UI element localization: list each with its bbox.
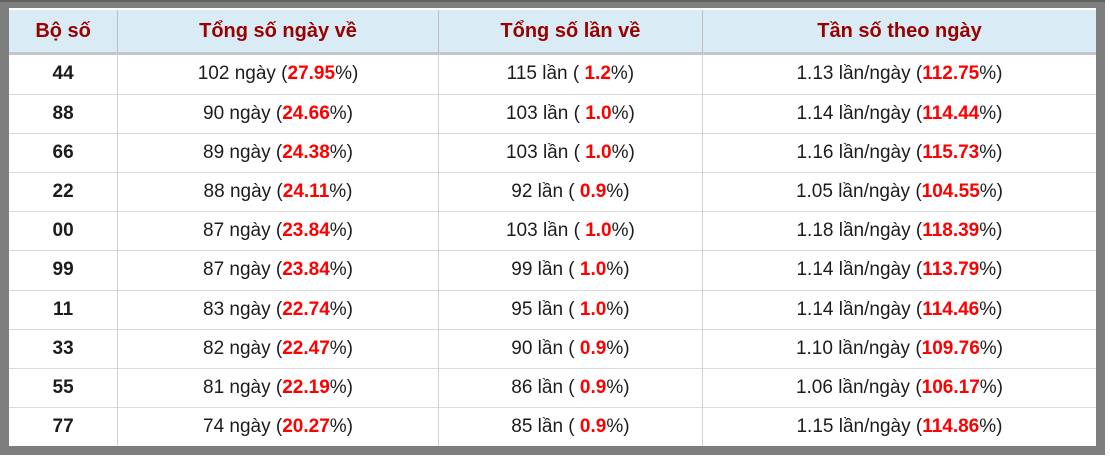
table-row: 33 82 ngày (22.47%) 90 lần ( 0.9%) 1.10 … [9, 328, 1096, 369]
table-row: 11 83 ngày (22.74%) 95 lần ( 1.0%) 1.14 … [9, 289, 1096, 330]
cell-daily-frequency: 1.14 lần/ngày (113.79%) [701, 250, 1096, 291]
cell-total-times: 95 lần ( 1.0%) [437, 289, 703, 330]
cell-daily-frequency: 1.14 lần/ngày (114.46%) [701, 289, 1096, 330]
cell-pair-number: 99 [9, 250, 118, 291]
table-row: 55 81 ngày (22.19%) 86 lần ( 0.9%) 1.06 … [9, 367, 1096, 408]
cell-total-times: 115 lần ( 1.2%) [437, 53, 703, 95]
days-percent-value: 27.95 [287, 63, 336, 85]
cell-daily-frequency: 1.13 lần/ngày (112.75%) [701, 53, 1096, 95]
days-percent-value: 24.11 [282, 181, 330, 203]
cell-pair-number: 88 [9, 93, 118, 134]
times-percent-value: 0.9 [579, 415, 607, 437]
table-row: 88 90 ngày (24.66%) 103 lần ( 1.0%) 1.14… [9, 93, 1096, 134]
days-percent-value: 20.27 [282, 415, 330, 437]
cell-total-times: 86 lần ( 0.9%) [437, 367, 703, 408]
times-percent-value: 1.0 [579, 298, 607, 320]
times-percent-value: 0.9 [579, 337, 607, 359]
frequency-percent-value: 106.17 [921, 376, 980, 398]
table-row: 66 89 ngày (24.38%) 103 lần ( 1.0%) 1.16… [9, 132, 1096, 173]
cell-daily-frequency: 1.15 lần/ngày (114.86%) [701, 406, 1096, 446]
cell-total-times: 99 lần ( 1.0%) [437, 250, 703, 291]
col-header-total-times: Tổng số lần về [437, 10, 703, 55]
times-percent-value: 1.0 [585, 141, 612, 163]
times-percent-value: 1.0 [585, 102, 612, 124]
table-row: 00 87 ngày (23.84%) 103 lần ( 1.0%) 1.18… [9, 211, 1096, 251]
table-row: 22 88 ngày (24.11%) 92 lần ( 0.9%) 1.05 … [9, 172, 1096, 212]
cell-daily-frequency: 1.05 lần/ngày (104.55%) [701, 172, 1096, 212]
table-row: 44 102 ngày (27.95%) 115 lần ( 1.2%) 1.1… [9, 53, 1096, 95]
cell-pair-number: 00 [9, 211, 118, 251]
cell-pair-number: 66 [9, 132, 118, 173]
cell-total-times: 85 lần ( 0.9%) [437, 406, 703, 446]
cell-pair-number: 33 [9, 328, 118, 369]
frequency-percent-value: 114.86 [922, 415, 980, 437]
days-percent-value: 22.19 [282, 376, 330, 398]
days-percent-value: 22.74 [282, 298, 330, 320]
cell-pair-number: 44 [9, 53, 118, 95]
col-header-pair-number: Bộ số [9, 10, 118, 55]
cell-total-days: 88 ngày (24.11%) [117, 172, 439, 212]
frequency-percent-value: 104.55 [921, 181, 980, 203]
cell-daily-frequency: 1.14 lần/ngày (114.44%) [701, 93, 1096, 134]
cell-pair-number: 11 [9, 289, 118, 330]
table-body: 44 102 ngày (27.95%) 115 lần ( 1.2%) 1.1… [9, 53, 1096, 446]
days-percent-value: 23.84 [282, 259, 330, 281]
frequency-percent-value: 115.73 [922, 141, 980, 163]
days-percent-value: 24.66 [282, 102, 330, 124]
days-percent-value: 22.47 [282, 337, 330, 359]
cell-pair-number: 77 [9, 406, 118, 446]
cell-daily-frequency: 1.18 lần/ngày (118.39%) [701, 211, 1096, 251]
table-row: 99 87 ngày (23.84%) 99 lần ( 1.0%) 1.14 … [9, 250, 1096, 291]
cell-total-times: 103 lần ( 1.0%) [437, 93, 703, 134]
cell-daily-frequency: 1.06 lần/ngày (106.17%) [701, 367, 1096, 408]
frequency-percent-value: 113.79 [922, 259, 980, 281]
cell-total-days: 81 ngày (22.19%) [117, 367, 439, 408]
frequency-percent-value: 112.75 [922, 63, 980, 85]
times-percent-value: 0.9 [579, 376, 607, 398]
cell-total-days: 89 ngày (24.38%) [117, 132, 439, 173]
cell-total-days: 74 ngày (20.27%) [117, 406, 439, 446]
cell-daily-frequency: 1.10 lần/ngày (109.76%) [701, 328, 1096, 369]
cell-total-days: 87 ngày (23.84%) [117, 250, 439, 291]
frequency-percent-value: 114.44 [922, 102, 980, 124]
cell-total-times: 92 lần ( 0.9%) [437, 172, 703, 212]
cell-total-days: 87 ngày (23.84%) [117, 211, 439, 251]
header-row: Bộ số Tổng số ngày về Tổng số lần về Tần… [9, 10, 1096, 55]
cell-total-days: 102 ngày (27.95%) [117, 53, 439, 95]
cell-pair-number: 22 [9, 172, 118, 212]
table-row: 77 74 ngày (20.27%) 85 lần ( 0.9%) 1.15 … [9, 406, 1096, 446]
frequency-percent-value: 109.76 [921, 337, 980, 359]
cell-total-times: 90 lần ( 0.9%) [437, 328, 703, 369]
times-percent-value: 0.9 [579, 181, 607, 203]
frequency-percent-value: 114.46 [922, 298, 980, 320]
col-header-total-days: Tổng số ngày về [117, 10, 439, 55]
cell-total-times: 103 lần ( 1.0%) [437, 211, 703, 251]
days-percent-value: 23.84 [282, 220, 330, 242]
cell-daily-frequency: 1.16 lần/ngày (115.73%) [701, 132, 1096, 173]
times-percent-value: 1.0 [585, 220, 612, 242]
cell-total-days: 90 ngày (24.66%) [117, 93, 439, 134]
col-header-daily-frequency: Tần số theo ngày [701, 10, 1096, 55]
frequency-percent-value: 118.39 [922, 220, 980, 242]
days-percent-value: 24.38 [282, 141, 330, 163]
cell-pair-number: 55 [9, 367, 118, 408]
times-percent-value: 1.2 [584, 63, 611, 85]
lottery-stats-table: Bộ số Tổng số ngày về Tổng số lần về Tần… [9, 10, 1096, 446]
times-percent-value: 1.0 [579, 259, 607, 281]
cell-total-times: 103 lần ( 1.0%) [437, 132, 703, 173]
cell-total-days: 83 ngày (22.74%) [117, 289, 439, 330]
cell-total-days: 82 ngày (22.47%) [117, 328, 439, 369]
